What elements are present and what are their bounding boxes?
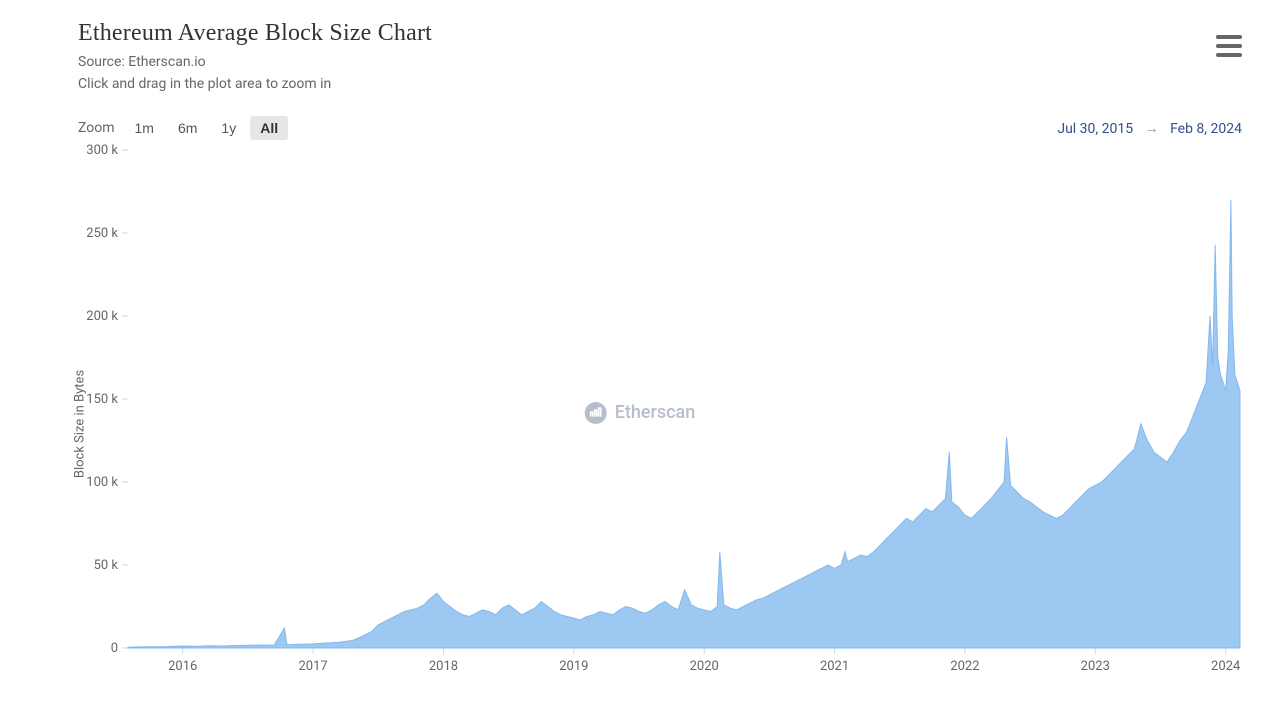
zoom-6m-button[interactable]: 6m	[168, 116, 207, 140]
zoom-label: Zoom	[78, 120, 115, 136]
chart-title: Ethereum Average Block Size Chart	[78, 20, 1252, 47]
x-tick-label: 2017	[298, 659, 327, 674]
date-to[interactable]: Feb 8, 2024	[1170, 121, 1242, 137]
zoom-controls: Zoom 1m6m1yAll	[78, 116, 292, 140]
chart-hint: Click and drag in the plot area to zoom …	[78, 75, 1252, 95]
y-tick-label: 100 k	[86, 475, 118, 490]
zoom-all-button[interactable]: All	[250, 116, 288, 140]
chart-menu-button[interactable]	[1216, 35, 1242, 57]
y-axis-label: Block Size in Bytes	[73, 370, 88, 478]
x-tick-label: 2024	[1211, 659, 1241, 674]
hamburger-bar-icon	[1216, 53, 1242, 57]
x-tick-label: 2023	[1081, 659, 1110, 674]
zoom-1m-button[interactable]: 1m	[125, 116, 164, 140]
y-tick-label: 50 k	[94, 558, 119, 573]
x-tick-label: 2018	[429, 659, 458, 674]
hamburger-bar-icon	[1216, 44, 1242, 48]
y-tick-label: 0	[111, 641, 118, 656]
arrow-right-icon: →	[1145, 121, 1159, 137]
area-series	[128, 200, 1240, 648]
zoom-1y-button[interactable]: 1y	[211, 116, 246, 140]
y-tick-label: 150 k	[86, 392, 118, 407]
x-tick-label: 2020	[690, 659, 719, 674]
x-tick-label: 2021	[820, 659, 849, 674]
x-tick-label: 2016	[168, 659, 197, 674]
chart-area[interactable]: Block Size in Bytes 0 50 k 100 k 150 k 200 k…	[28, 144, 1252, 704]
y-tick-label: 300 k	[86, 144, 118, 158]
x-tick-label: 2019	[559, 659, 588, 674]
chart-source: Source: Etherscan.io	[78, 53, 1252, 73]
y-tick-label: 200 k	[86, 309, 118, 324]
x-tick-label: 2022	[950, 659, 979, 674]
date-from[interactable]: Jul 30, 2015	[1057, 121, 1133, 137]
y-tick-label: 250 k	[86, 226, 118, 241]
date-range: Jul 30, 2015 → Feb 8, 2024	[1057, 120, 1242, 137]
hamburger-bar-icon	[1216, 35, 1242, 39]
